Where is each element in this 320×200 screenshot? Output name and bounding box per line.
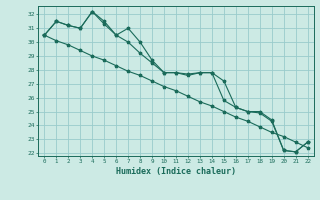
X-axis label: Humidex (Indice chaleur): Humidex (Indice chaleur) (116, 167, 236, 176)
